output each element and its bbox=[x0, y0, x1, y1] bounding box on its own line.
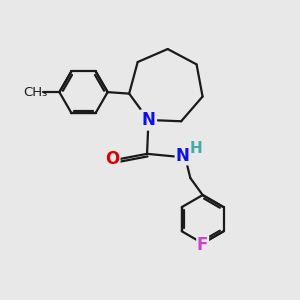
Text: H: H bbox=[190, 141, 203, 156]
Text: N: N bbox=[142, 111, 155, 129]
Text: CH₃: CH₃ bbox=[24, 85, 48, 99]
Text: O: O bbox=[106, 150, 120, 168]
Text: F: F bbox=[197, 236, 208, 254]
Text: N: N bbox=[176, 147, 189, 165]
